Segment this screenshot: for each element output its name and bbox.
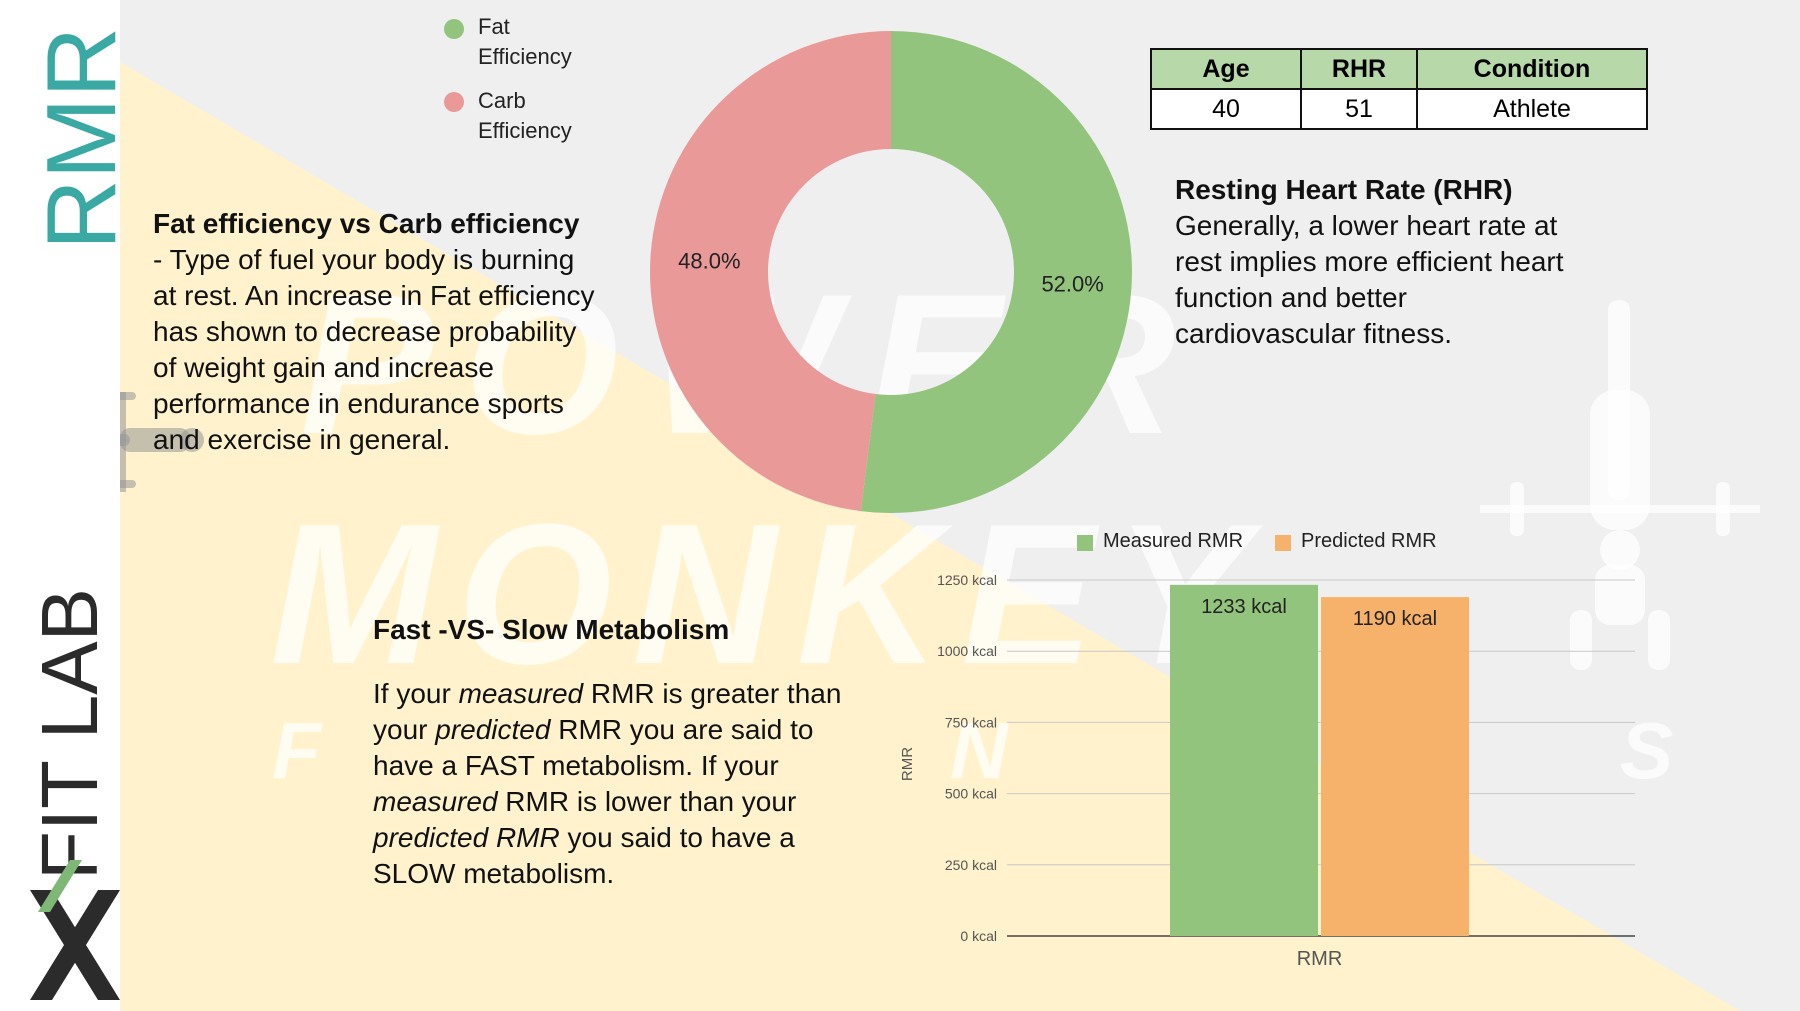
efficiency-line: performance in endurance sports — [153, 388, 564, 419]
legend-fat-line2: Efficiency — [478, 44, 572, 69]
efficiency-heading: Fat efficiency vs Carb efficiency — [153, 208, 580, 239]
efficiency-line: has shown to decrease probability — [153, 316, 577, 347]
metabolism-line: SLOW metabolism. — [373, 858, 615, 889]
text-run: your — [373, 714, 436, 745]
bar-predicted — [1321, 597, 1469, 936]
metabolism-heading: Fast -VS- Slow Metabolism — [373, 614, 730, 645]
metabolism-section: Fast -VS- Slow Metabolism If your measur… — [373, 612, 913, 892]
efficiency-line: and exercise in general. — [153, 424, 451, 455]
donut-label-fat: 52.0% — [1041, 271, 1103, 296]
watermark-letter-mid: N — [950, 706, 1008, 795]
text-run-italic: predicted RMR — [373, 822, 560, 853]
y-tick-label: 500 kcal — [945, 786, 997, 802]
rhr-line: cardiovascular fitness. — [1175, 318, 1453, 349]
sidebar-title-fitlab: FIT LAB — [25, 588, 114, 880]
xfit-logo-icon — [30, 860, 120, 1000]
text-run-italic: measured — [373, 786, 498, 817]
legend-predicted-label: Predicted RMR — [1301, 530, 1437, 552]
metabolism-line: your predicted RMR you are said to — [373, 712, 913, 748]
table-header-rhr: RHR — [1300, 48, 1418, 90]
watermark-letter-right: S — [1620, 706, 1674, 795]
bar-measured — [1170, 584, 1318, 936]
rhr-line: rest implies more efficient heart — [1175, 246, 1564, 277]
y-tick-label: 750 kcal — [945, 714, 997, 730]
metabolism-line: If your measured RMR is greater than — [373, 676, 913, 712]
table-header-condition: Condition — [1416, 48, 1648, 90]
y-tick-label: 1000 kcal — [937, 643, 997, 659]
sidebar-title-rmr: RMR — [26, 26, 136, 250]
metabolism-line: measured RMR is lower than your — [373, 784, 913, 820]
rhr-heading: Resting Heart Rate (RHR) — [1175, 174, 1513, 205]
watermark-line2: MONKEY — [270, 483, 1268, 706]
text-run: RMR is greater than — [583, 678, 842, 709]
y-tick-label: 250 kcal — [945, 857, 997, 873]
y-tick-label: 0 kcal — [960, 928, 997, 944]
watermark-letter-left: F — [272, 706, 321, 795]
legend-carb-dot — [444, 92, 464, 112]
metabolism-line: have a FAST metabolism. If your — [373, 750, 779, 781]
efficiency-donut-chart: 52.0% 48.0% — [649, 31, 1132, 513]
legend-measured-swatch — [1077, 535, 1093, 551]
text-run: you said to have a — [559, 822, 795, 853]
table-cell-age: 40 — [1150, 88, 1302, 130]
bar-value-label: 1233 kcal — [1201, 596, 1287, 618]
legend-carb-line2: Efficiency — [478, 118, 572, 143]
table-cell-rhr: 51 — [1300, 88, 1418, 130]
y-tick-label: 1250 kcal — [937, 572, 997, 588]
text-run: RMR is lower than your — [497, 786, 797, 817]
rhr-line: function and better — [1175, 282, 1407, 313]
rmr-bar-chart: 0 kcal 250 kcal 500 kcal 750 kcal 1000 kcal 1… — [899, 572, 1635, 970]
donut-label-carb: 48.0% — [678, 249, 740, 274]
rhr-section: Resting Heart Rate (RHR) Generally, a lo… — [1175, 172, 1735, 352]
legend-fat-line1: Fat — [478, 14, 510, 39]
metabolism-line: predicted RMR you said to have a — [373, 820, 913, 856]
efficiency-line: at rest. An increase in Fat efficiency — [153, 280, 595, 311]
efficiency-line: of weight gain and increase — [153, 352, 494, 383]
text-run-italic: measured — [458, 678, 584, 709]
legend-fat-dot — [444, 19, 464, 39]
text-run: RMR you are said to — [550, 714, 814, 745]
table-cell-condition: Athlete — [1416, 88, 1648, 130]
info-table: Age RHR Condition 40 51 Athlete — [1150, 48, 1648, 130]
bar-value-label: 1190 kcal — [1353, 608, 1437, 630]
legend-predicted-swatch — [1275, 535, 1291, 551]
text-run: If your — [373, 678, 459, 709]
y-axis-label: RMR — [899, 747, 916, 781]
weightlifter-icon — [1480, 300, 1760, 670]
x-axis-label: RMR — [1297, 948, 1343, 970]
rhr-line: Generally, a lower heart rate at — [1175, 210, 1558, 241]
donut-slice-carb — [649, 31, 891, 512]
sidebar — [0, 0, 120, 1011]
legend-carb-line1: Carb — [478, 88, 526, 113]
legend-measured-label: Measured RMR — [1103, 530, 1244, 552]
text-run-italic: predicted — [435, 714, 551, 745]
table-header-age: Age — [1150, 48, 1302, 90]
donut-slice-fat — [860, 31, 1132, 513]
efficiency-line: - Type of fuel your body is burning — [153, 244, 575, 275]
efficiency-section: Fat efficiency vs Carb efficiency - Type… — [153, 206, 713, 458]
